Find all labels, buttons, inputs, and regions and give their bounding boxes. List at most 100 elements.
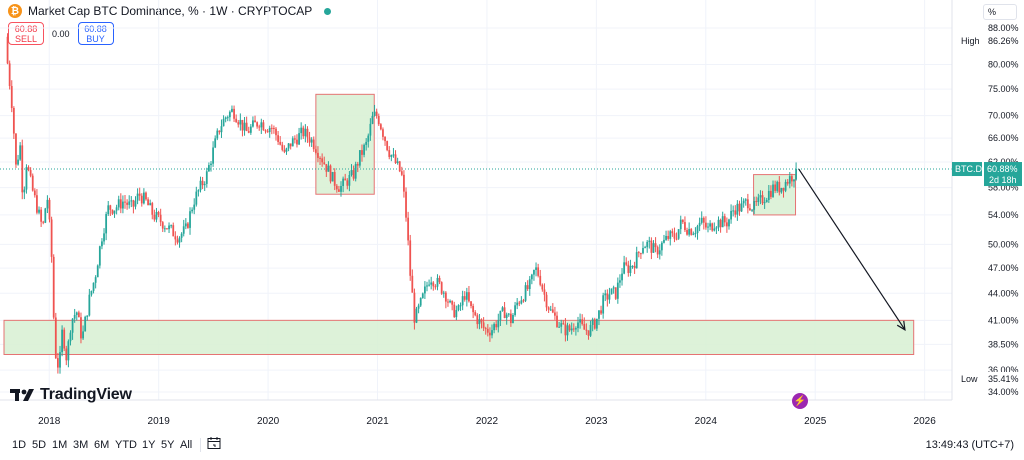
range-6m[interactable]: 6M	[94, 439, 110, 451]
candle-down	[296, 139, 298, 145]
candle-down	[132, 200, 135, 207]
candle-up	[210, 163, 212, 166]
candle-up	[193, 204, 196, 210]
candle-up	[426, 285, 428, 287]
candle-down	[413, 292, 416, 323]
candle-up	[665, 235, 667, 240]
candle-up	[243, 122, 246, 131]
toolbar-divider	[200, 438, 201, 452]
candle-down	[275, 128, 277, 136]
price-tick-label: 88.00%	[988, 23, 1019, 33]
candle-down	[434, 286, 437, 288]
candle-up	[260, 122, 263, 128]
current-price-badge: BTC.D 60.88% 2d 18h	[952, 162, 1022, 187]
candle-down	[472, 305, 475, 313]
candle-up	[499, 310, 502, 321]
candle-down	[48, 199, 51, 220]
candle-up	[512, 314, 514, 324]
event-bolt-icon[interactable]: ⚡	[792, 393, 808, 409]
tradingview-logo[interactable]: TradingView	[10, 386, 132, 404]
candle-down	[329, 165, 332, 182]
candle-up	[90, 290, 93, 295]
range-all[interactable]: All	[180, 439, 193, 451]
candle-down	[319, 157, 321, 159]
candle-up	[19, 145, 22, 160]
range-1m[interactable]: 1M	[52, 439, 68, 451]
candle-up	[629, 265, 632, 273]
high-label: High	[961, 36, 980, 46]
time-tick-label: 2023	[585, 416, 608, 427]
percent-scale-button[interactable]: %	[983, 4, 1017, 20]
candle-up	[436, 277, 439, 287]
candle-up	[713, 228, 716, 231]
candle-down	[476, 315, 479, 325]
candle-up	[788, 176, 791, 184]
candle-up	[222, 118, 225, 127]
candle-up	[591, 319, 594, 325]
low-marker: Low 35.41%	[956, 372, 1022, 385]
range-5d[interactable]: 5D	[32, 439, 47, 451]
candle-up	[623, 262, 626, 274]
candle-down	[124, 201, 126, 203]
symbol-title[interactable]: Market Cap BTC Dominance, % · 1W · CRYPT…	[28, 4, 313, 18]
candle-down	[279, 141, 282, 145]
candle-up	[38, 209, 40, 213]
candle-up	[465, 292, 468, 300]
candle-down	[352, 170, 355, 179]
chart-header: ₿ Market Cap BTC Dominance, % · 1W · CRY…	[8, 4, 332, 18]
candle-down	[562, 323, 565, 325]
candle-down	[157, 212, 160, 215]
range-ytd[interactable]: YTD	[115, 439, 137, 451]
candle-up	[46, 199, 49, 209]
candle-up	[92, 282, 95, 291]
candle-down	[587, 330, 590, 336]
candle-up	[652, 243, 655, 253]
price-tick-label: 54.00%	[988, 210, 1019, 220]
candle-up	[619, 280, 621, 283]
candle-up	[763, 202, 766, 204]
candle-down	[545, 294, 548, 308]
candle-down	[54, 317, 57, 359]
candle-up	[184, 223, 187, 227]
candle-up	[793, 179, 795, 182]
candle-up	[182, 226, 185, 234]
candle-down	[174, 236, 177, 240]
candle-down	[29, 170, 32, 176]
range-5y[interactable]: 5Y	[161, 439, 175, 451]
candle-up	[602, 295, 605, 314]
candle-down	[65, 348, 68, 361]
clock[interactable]: 13:49:43 (UTC+7)	[925, 439, 1014, 451]
candle-down	[377, 116, 380, 125]
candle-up	[497, 320, 500, 328]
candle-down	[572, 328, 575, 330]
candle-down	[686, 230, 688, 235]
candle-up	[658, 250, 661, 255]
candle-down	[40, 209, 43, 222]
candle-down	[151, 203, 154, 215]
candle-down	[308, 137, 311, 143]
candle-down	[10, 85, 13, 109]
candle-down	[379, 124, 382, 130]
high-marker: High 86.26%	[956, 34, 1022, 47]
candle-down	[126, 202, 129, 205]
candle-up	[73, 314, 76, 319]
candle-up	[220, 126, 223, 133]
candle-down	[12, 108, 15, 134]
calendar-icon[interactable]	[207, 436, 221, 450]
candle-down	[790, 176, 793, 182]
candle-down	[346, 180, 349, 186]
candle-down	[306, 128, 309, 138]
candle-up	[535, 267, 537, 270]
time-tick-label: 2019	[148, 416, 171, 427]
candle-down	[254, 120, 256, 123]
candle-down	[270, 127, 273, 129]
range-1d[interactable]: 1D	[12, 439, 27, 451]
candle-up	[698, 222, 701, 227]
candle-up	[660, 242, 663, 251]
price-chart[interactable]: 88.00%80.00%75.00%70.00%66.00%62.00%58.0…	[0, 0, 1024, 430]
range-1y[interactable]: 1Y	[142, 439, 156, 451]
candle-down	[42, 221, 45, 223]
candle-up	[298, 133, 300, 145]
range-3m[interactable]: 3M	[73, 439, 89, 451]
price-tick-label: 47.00%	[988, 263, 1019, 273]
